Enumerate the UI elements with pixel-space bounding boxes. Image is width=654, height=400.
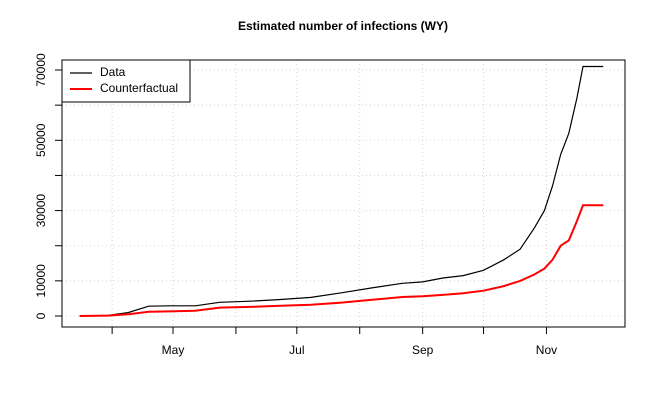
data-line — [79, 204, 604, 317]
y-tick-label: 30000 — [34, 194, 48, 228]
x-tick-label: Sep — [412, 343, 434, 357]
legend-label: Data — [100, 65, 126, 79]
plot-frame — [61, 59, 626, 328]
chart-title: Estimated number of infections (WY) — [238, 19, 448, 33]
legend-label: Counterfactual — [100, 81, 178, 95]
x-tick-label: Jul — [289, 343, 304, 357]
x-tick-label: Nov — [536, 343, 557, 357]
x-tick-label: May — [162, 343, 185, 357]
y-tick-label: 10000 — [34, 264, 48, 298]
y-tick-label: 50000 — [34, 123, 48, 157]
data-line — [79, 65, 604, 317]
legend-box — [61, 59, 191, 103]
y-tick-label: 70000 — [34, 53, 48, 87]
y-tick-label: 0 — [34, 312, 48, 319]
